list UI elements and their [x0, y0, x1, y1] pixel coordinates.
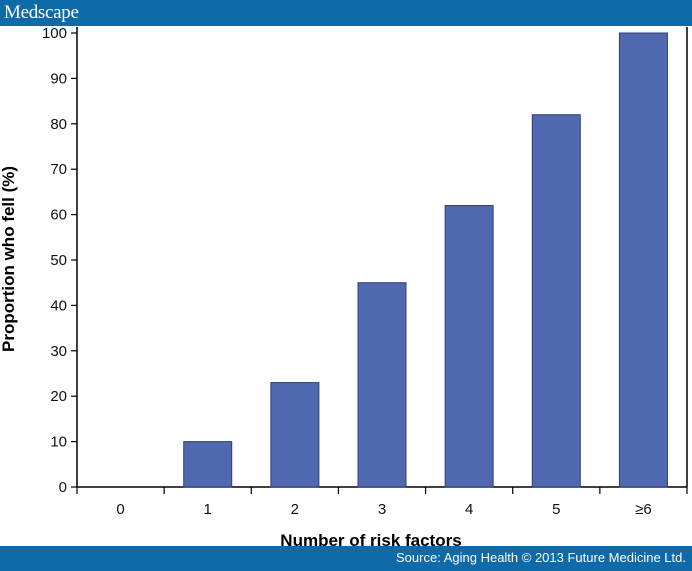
x-tick-label: ≥6	[635, 501, 652, 518]
bar-chart: 0 10 20 30 40 50 60 70 80 90 100 0 1 2 3 4 5 ≥6 Number o…	[0, 25, 688, 546]
bars-group	[183, 32, 668, 488]
x-tick-label: 5	[552, 501, 560, 518]
x-tick-label: 3	[378, 501, 386, 518]
x-tick-label: 1	[204, 501, 212, 518]
y-tick-label: 100	[42, 25, 67, 42]
brand-logo: Medscape	[4, 2, 79, 23]
bar-6	[618, 32, 668, 488]
bar-5	[531, 114, 581, 488]
y-tick-label: 50	[50, 252, 67, 269]
y-tick-label: 90	[50, 70, 67, 87]
y-tick-label: 60	[50, 207, 67, 224]
y-axis-ticks: 0 10 20 30 40 50 60 70 80 90 100	[42, 25, 77, 496]
y-tick-label: 10	[50, 434, 67, 451]
bottom-banner: Source: Aging Health © 2013 Future Medic…	[0, 546, 692, 571]
y-tick-label: 30	[50, 343, 67, 360]
bar-1	[183, 441, 233, 488]
y-tick-label: 20	[50, 388, 67, 405]
y-tick-label: 70	[50, 161, 67, 178]
bar-3	[357, 282, 407, 488]
y-tick-label: 80	[50, 116, 67, 133]
source-credit: Source: Aging Health © 2013 Future Medic…	[396, 550, 686, 565]
x-tick-label: 4	[465, 501, 473, 518]
y-tick-label: 40	[50, 297, 67, 314]
x-axis-ticks: 0 1 2 3 4 5 ≥6	[76, 487, 688, 518]
top-banner: Medscape	[0, 0, 692, 26]
x-tick-label: 0	[116, 501, 124, 518]
bar-2	[270, 382, 320, 488]
x-axis-title: Number of risk factors	[280, 531, 461, 546]
y-tick-label: 0	[59, 479, 67, 496]
y-axis-title: Proportion who fell (%)	[0, 166, 18, 352]
bar-4	[444, 205, 494, 488]
x-tick-label: 2	[291, 501, 299, 518]
